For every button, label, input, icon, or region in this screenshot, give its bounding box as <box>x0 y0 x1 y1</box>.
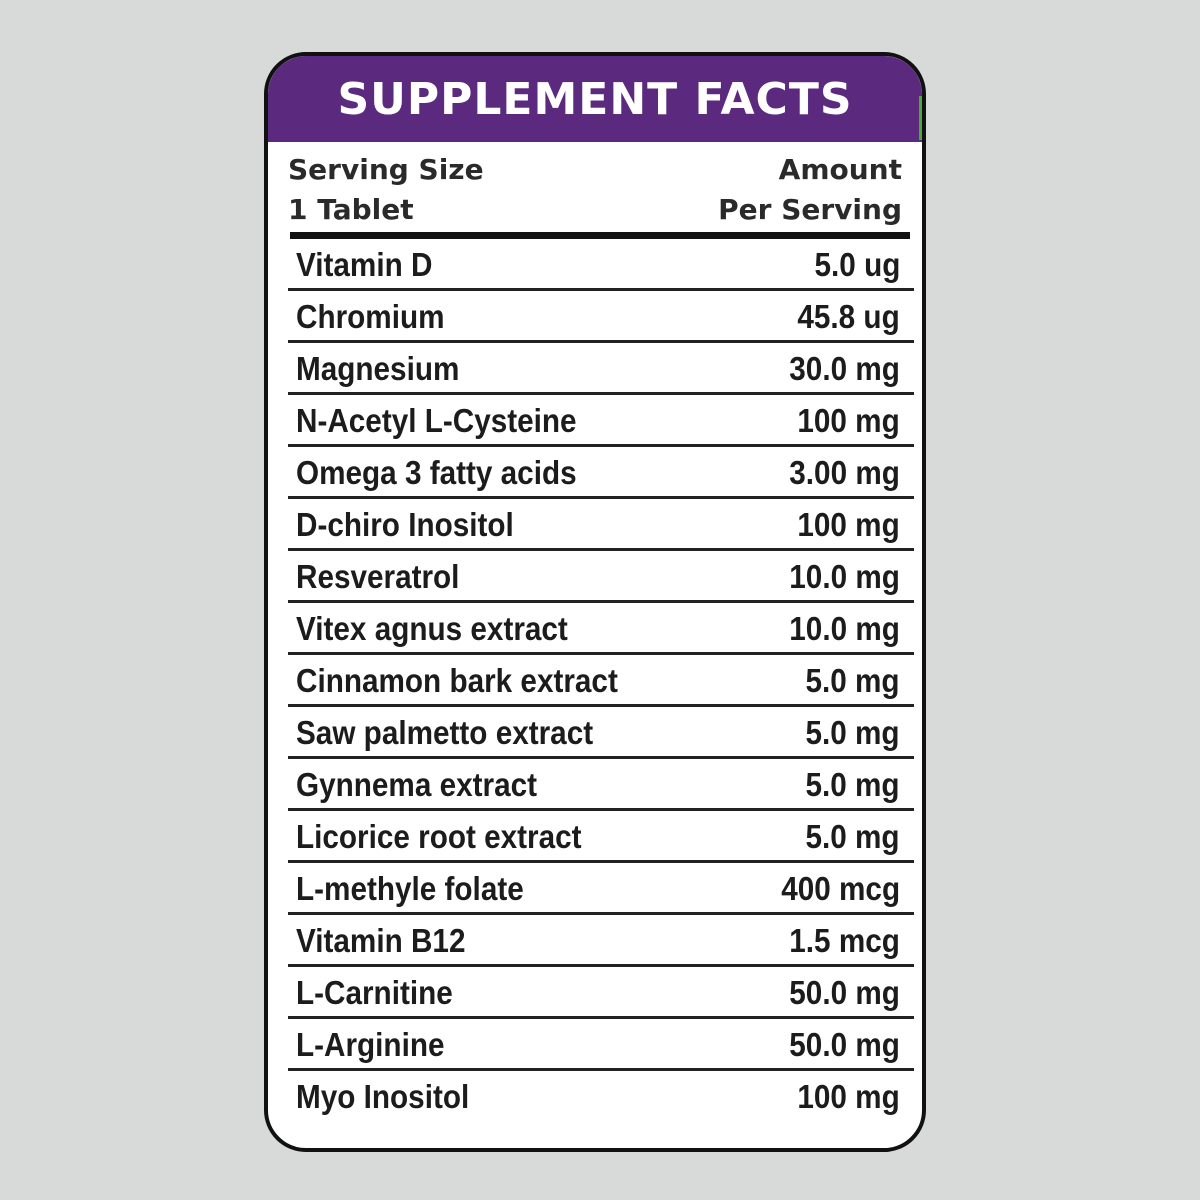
ingredient-amount: 100 mg <box>797 1078 900 1115</box>
ingredient-name: Cinnamon bark extract <box>296 662 618 699</box>
ingredient-row: Omega 3 fatty acids 3.00 mg <box>288 447 914 499</box>
ingredient-amount: 10.0 mg <box>789 558 900 595</box>
ingredient-name: L-Carnitine <box>296 974 453 1011</box>
supplement-facts-label: SUPPLEMENT FACTS Serving Size 1 Tablet A… <box>264 52 926 1152</box>
ingredient-amount: 1.5 mcg <box>789 922 900 959</box>
ingredient-row: Magnesium 30.0 mg <box>288 343 914 395</box>
ingredient-row: Vitex agnus extract 10.0 mg <box>288 603 914 655</box>
ingredient-row: L-Carnitine 50.0 mg <box>288 967 914 1019</box>
ingredient-row: Saw palmetto extract 5.0 mg <box>288 707 914 759</box>
serving-info: Serving Size 1 Tablet Amount Per Serving <box>288 150 902 230</box>
ingredient-amount: 50.0 mg <box>789 1026 900 1063</box>
ingredient-amount: 3.00 mg <box>789 454 900 491</box>
amount-label: Amount <box>778 153 902 186</box>
ingredient-name: D-chiro Inositol <box>296 506 514 543</box>
ingredient-amount: 5.0 mg <box>805 662 900 699</box>
ingredient-amount: 5.0 mg <box>805 818 900 855</box>
ingredient-row: Licorice root extract 5.0 mg <box>288 811 914 863</box>
ingredient-name: Resveratrol <box>296 558 460 595</box>
thick-divider <box>290 232 910 239</box>
ingredient-amount: 10.0 mg <box>789 610 900 647</box>
ingredient-row: N-Acetyl L-Cysteine 100 mg <box>288 395 914 447</box>
ingredient-name: Omega 3 fatty acids <box>296 454 577 491</box>
ingredient-name: Gynnema extract <box>296 766 538 803</box>
ingredient-name: Vitex agnus extract <box>296 610 568 647</box>
ingredient-amount: 400 mcg <box>781 870 900 907</box>
ingredient-amount: 5.0 mg <box>805 766 900 803</box>
ingredient-row: L-Arginine 50.0 mg <box>288 1019 914 1071</box>
ingredient-row: Vitamin B12 1.5 mcg <box>288 915 914 967</box>
ingredient-name: Vitamin D <box>296 246 433 283</box>
label-title: SUPPLEMENT FACTS <box>337 73 853 125</box>
ingredient-name: Saw palmetto extract <box>296 714 594 751</box>
serving-size-label: Serving Size <box>288 153 484 186</box>
serving-size: Serving Size 1 Tablet <box>288 150 484 230</box>
ingredient-amount: 5.0 mg <box>805 714 900 751</box>
ingredient-row: D-chiro Inositol 100 mg <box>288 499 914 551</box>
ingredient-row: L-methyle folate 400 mcg <box>288 863 914 915</box>
ingredient-row: Vitamin D 5.0 ug <box>288 239 914 291</box>
ingredient-amount: 5.0 ug <box>814 246 900 283</box>
ingredient-row: Resveratrol 10.0 mg <box>288 551 914 603</box>
ingredient-amount: 30.0 mg <box>789 350 900 387</box>
label-header: SUPPLEMENT FACTS <box>268 56 922 142</box>
ingredient-list: Vitamin D 5.0 ug Chromium 45.8 ug Magnesium 3… <box>288 239 914 1120</box>
ingredient-name: Chromium <box>296 298 445 335</box>
ingredient-amount: 100 mg <box>797 402 900 439</box>
ingredient-row: Cinnamon bark extract 5.0 mg <box>288 655 914 707</box>
ingredient-amount: 100 mg <box>797 506 900 543</box>
amount-sublabel: Per Serving <box>718 193 902 226</box>
ingredient-name: L-methyle folate <box>296 870 524 907</box>
amount-per-serving: Amount Per Serving <box>718 150 902 230</box>
ingredient-name: N-Acetyl L-Cysteine <box>296 402 577 439</box>
ingredient-name: L-Arginine <box>296 1026 445 1063</box>
ingredient-row: Myo Inositol 100 mg <box>288 1071 914 1120</box>
green-accent <box>919 96 922 140</box>
ingredient-name: Licorice root extract <box>296 818 582 855</box>
serving-size-value: 1 Tablet <box>288 193 414 226</box>
ingredient-amount: 50.0 mg <box>789 974 900 1011</box>
ingredient-name: Magnesium <box>296 350 460 387</box>
ingredient-row: Gynnema extract 5.0 mg <box>288 759 914 811</box>
ingredient-name: Myo Inositol <box>296 1078 470 1115</box>
ingredient-row: Chromium 45.8 ug <box>288 291 914 343</box>
ingredient-name: Vitamin B12 <box>296 922 466 959</box>
ingredient-amount: 45.8 ug <box>797 298 900 335</box>
